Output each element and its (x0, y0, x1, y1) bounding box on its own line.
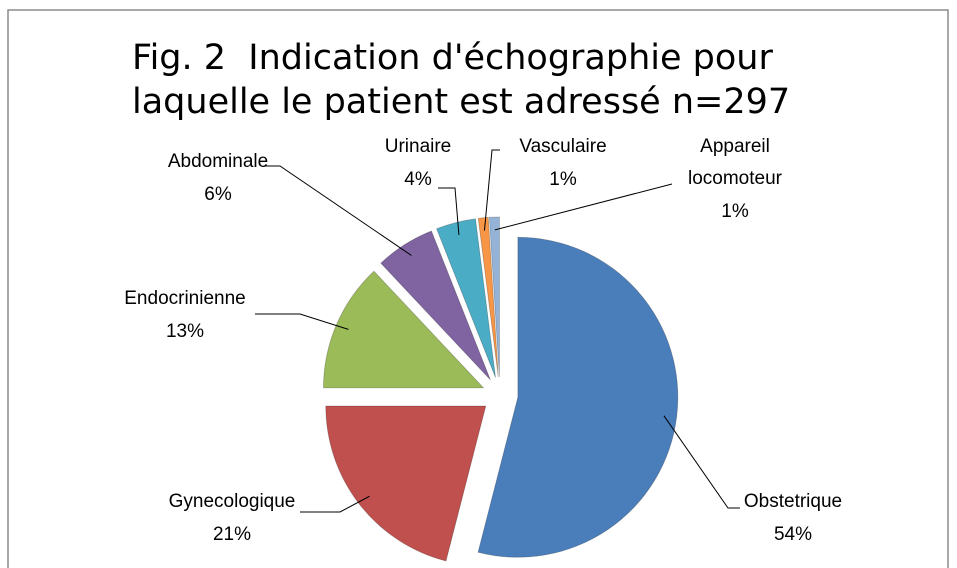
value-label: 21% (212, 524, 252, 545)
chart-border (7, 9, 949, 568)
leader-line (438, 187, 460, 236)
category-label: Vasculaire (519, 136, 607, 157)
data-label: Urinaire 4% (385, 131, 452, 197)
leader-line (483, 149, 500, 231)
data-label: Endocrinienne 13% (124, 283, 245, 349)
leader-line (663, 415, 740, 509)
leader-line (494, 183, 673, 231)
category-label: Obstetrique (743, 491, 843, 512)
value-label: 1% (549, 169, 577, 190)
value-label: 6% (204, 184, 232, 205)
chart-title: Fig. 2 Indication d'échographie pour laq… (132, 38, 791, 122)
pie-slice (325, 405, 487, 562)
category-label: Gynecologique (168, 491, 296, 512)
category-label: Urinaire (384, 136, 452, 157)
data-label: Appareil locomoteur 1% (670, 131, 800, 229)
value-label: 1% (721, 201, 749, 222)
pie-slice (323, 270, 485, 389)
pie-slice (436, 218, 496, 378)
leader-line (255, 313, 349, 330)
category-label: Appareil locomoteur (688, 136, 782, 189)
value-label: 4% (404, 169, 432, 190)
data-label: Gynecologique 21% (169, 486, 296, 552)
category-label: Abdominale (167, 151, 269, 172)
pie-slice (477, 236, 679, 558)
data-label: Obstetrique 54% (744, 486, 842, 552)
leader-line (265, 165, 412, 256)
value-label: 54% (773, 524, 813, 545)
data-label: Vasculaire 1% (519, 131, 606, 197)
value-label: 13% (165, 321, 205, 342)
pie-slice (380, 230, 491, 381)
data-label: Abdominale 6% (168, 146, 268, 212)
leader-line (300, 495, 370, 513)
category-label: Endocrinienne (124, 288, 246, 309)
pie-slice (488, 216, 500, 378)
pie-slice (477, 216, 499, 378)
